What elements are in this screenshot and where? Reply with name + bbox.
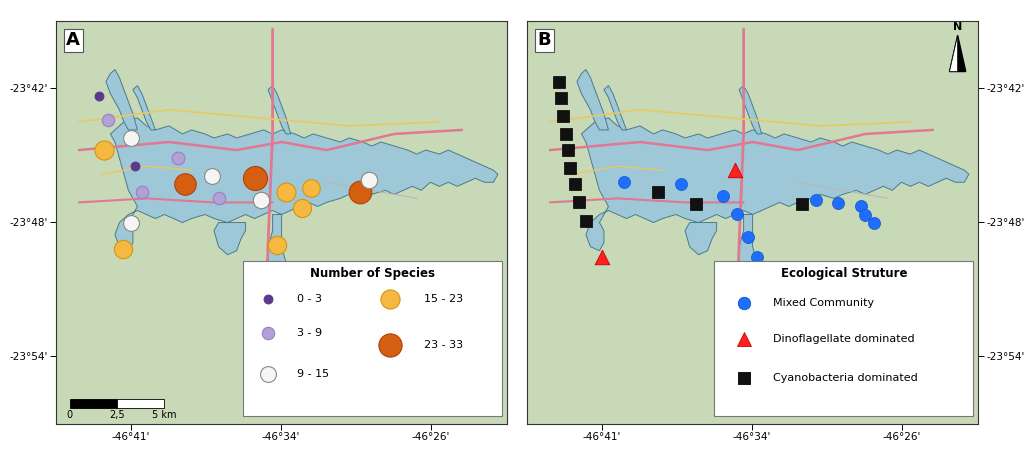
Text: Mixed Community: Mixed Community bbox=[773, 298, 874, 308]
Point bbox=[553, 94, 569, 101]
Text: Cyanobacteria dominated: Cyanobacteria dominated bbox=[773, 373, 918, 382]
Bar bbox=[117, 399, 165, 408]
Point bbox=[715, 193, 731, 200]
Point bbox=[616, 179, 633, 186]
Point bbox=[382, 341, 398, 349]
Point bbox=[729, 211, 745, 218]
Point bbox=[650, 188, 667, 196]
Text: Ecological Struture: Ecological Struture bbox=[780, 267, 907, 280]
Text: B: B bbox=[538, 31, 551, 49]
Point bbox=[566, 180, 583, 188]
Point bbox=[204, 172, 220, 180]
Text: N: N bbox=[953, 22, 963, 32]
Point bbox=[794, 201, 810, 208]
Point bbox=[278, 188, 294, 196]
Point bbox=[170, 154, 186, 162]
Point bbox=[740, 233, 757, 240]
Point bbox=[688, 201, 705, 208]
Point bbox=[95, 146, 112, 154]
Point bbox=[726, 166, 742, 174]
Polygon shape bbox=[949, 35, 957, 72]
Point bbox=[361, 177, 378, 184]
Point bbox=[735, 300, 752, 307]
Text: 2,5: 2,5 bbox=[110, 410, 125, 420]
Point bbox=[134, 188, 151, 196]
Point bbox=[853, 202, 869, 210]
Text: 3 - 9: 3 - 9 bbox=[297, 328, 323, 338]
Point bbox=[735, 374, 752, 382]
Point bbox=[555, 112, 571, 120]
Text: 5 km: 5 km bbox=[153, 410, 177, 420]
Text: 0: 0 bbox=[67, 410, 73, 420]
Point bbox=[749, 253, 765, 260]
Point bbox=[830, 199, 847, 207]
Point bbox=[303, 185, 319, 192]
Polygon shape bbox=[582, 118, 969, 255]
Point bbox=[260, 295, 276, 303]
Point bbox=[115, 245, 131, 252]
Point bbox=[352, 188, 369, 196]
Point bbox=[123, 134, 139, 142]
Point bbox=[260, 370, 276, 377]
Point bbox=[673, 180, 689, 188]
Point bbox=[578, 217, 594, 224]
Point bbox=[808, 196, 824, 204]
Bar bbox=[244, 261, 503, 416]
Point bbox=[735, 335, 752, 343]
Point bbox=[127, 162, 143, 170]
Polygon shape bbox=[268, 86, 291, 134]
Point bbox=[866, 219, 883, 227]
Point bbox=[176, 180, 193, 188]
Text: Dinoflagellate dominated: Dinoflagellate dominated bbox=[773, 334, 914, 344]
Bar bbox=[715, 261, 974, 416]
Polygon shape bbox=[604, 86, 627, 130]
Point bbox=[857, 211, 873, 219]
Polygon shape bbox=[949, 35, 966, 72]
Point bbox=[551, 78, 567, 85]
Polygon shape bbox=[739, 214, 757, 283]
Point bbox=[294, 205, 310, 212]
Point bbox=[562, 164, 579, 172]
Point bbox=[253, 196, 269, 204]
Point bbox=[557, 130, 573, 138]
Text: A: A bbox=[67, 31, 80, 49]
Text: 23 - 33: 23 - 33 bbox=[424, 341, 463, 350]
Polygon shape bbox=[111, 118, 498, 255]
Point bbox=[269, 241, 286, 249]
Polygon shape bbox=[577, 70, 608, 130]
Point bbox=[247, 174, 263, 182]
Point bbox=[382, 295, 398, 303]
Text: 0 - 3: 0 - 3 bbox=[297, 294, 323, 304]
Point bbox=[260, 330, 276, 337]
Point bbox=[91, 92, 108, 99]
Polygon shape bbox=[133, 86, 156, 130]
Point bbox=[560, 146, 577, 154]
Point bbox=[210, 195, 226, 202]
Bar bbox=[70, 399, 117, 408]
Text: 9 - 15: 9 - 15 bbox=[297, 369, 330, 379]
Point bbox=[735, 283, 752, 291]
Polygon shape bbox=[268, 214, 286, 283]
Point bbox=[594, 253, 610, 260]
Text: 15 - 23: 15 - 23 bbox=[424, 294, 463, 304]
Point bbox=[100, 116, 117, 123]
Polygon shape bbox=[105, 70, 137, 130]
Point bbox=[740, 316, 757, 323]
Point bbox=[571, 199, 588, 206]
Point bbox=[269, 275, 286, 283]
Polygon shape bbox=[739, 86, 762, 134]
Point bbox=[123, 219, 139, 227]
Text: Number of Species: Number of Species bbox=[310, 267, 435, 280]
